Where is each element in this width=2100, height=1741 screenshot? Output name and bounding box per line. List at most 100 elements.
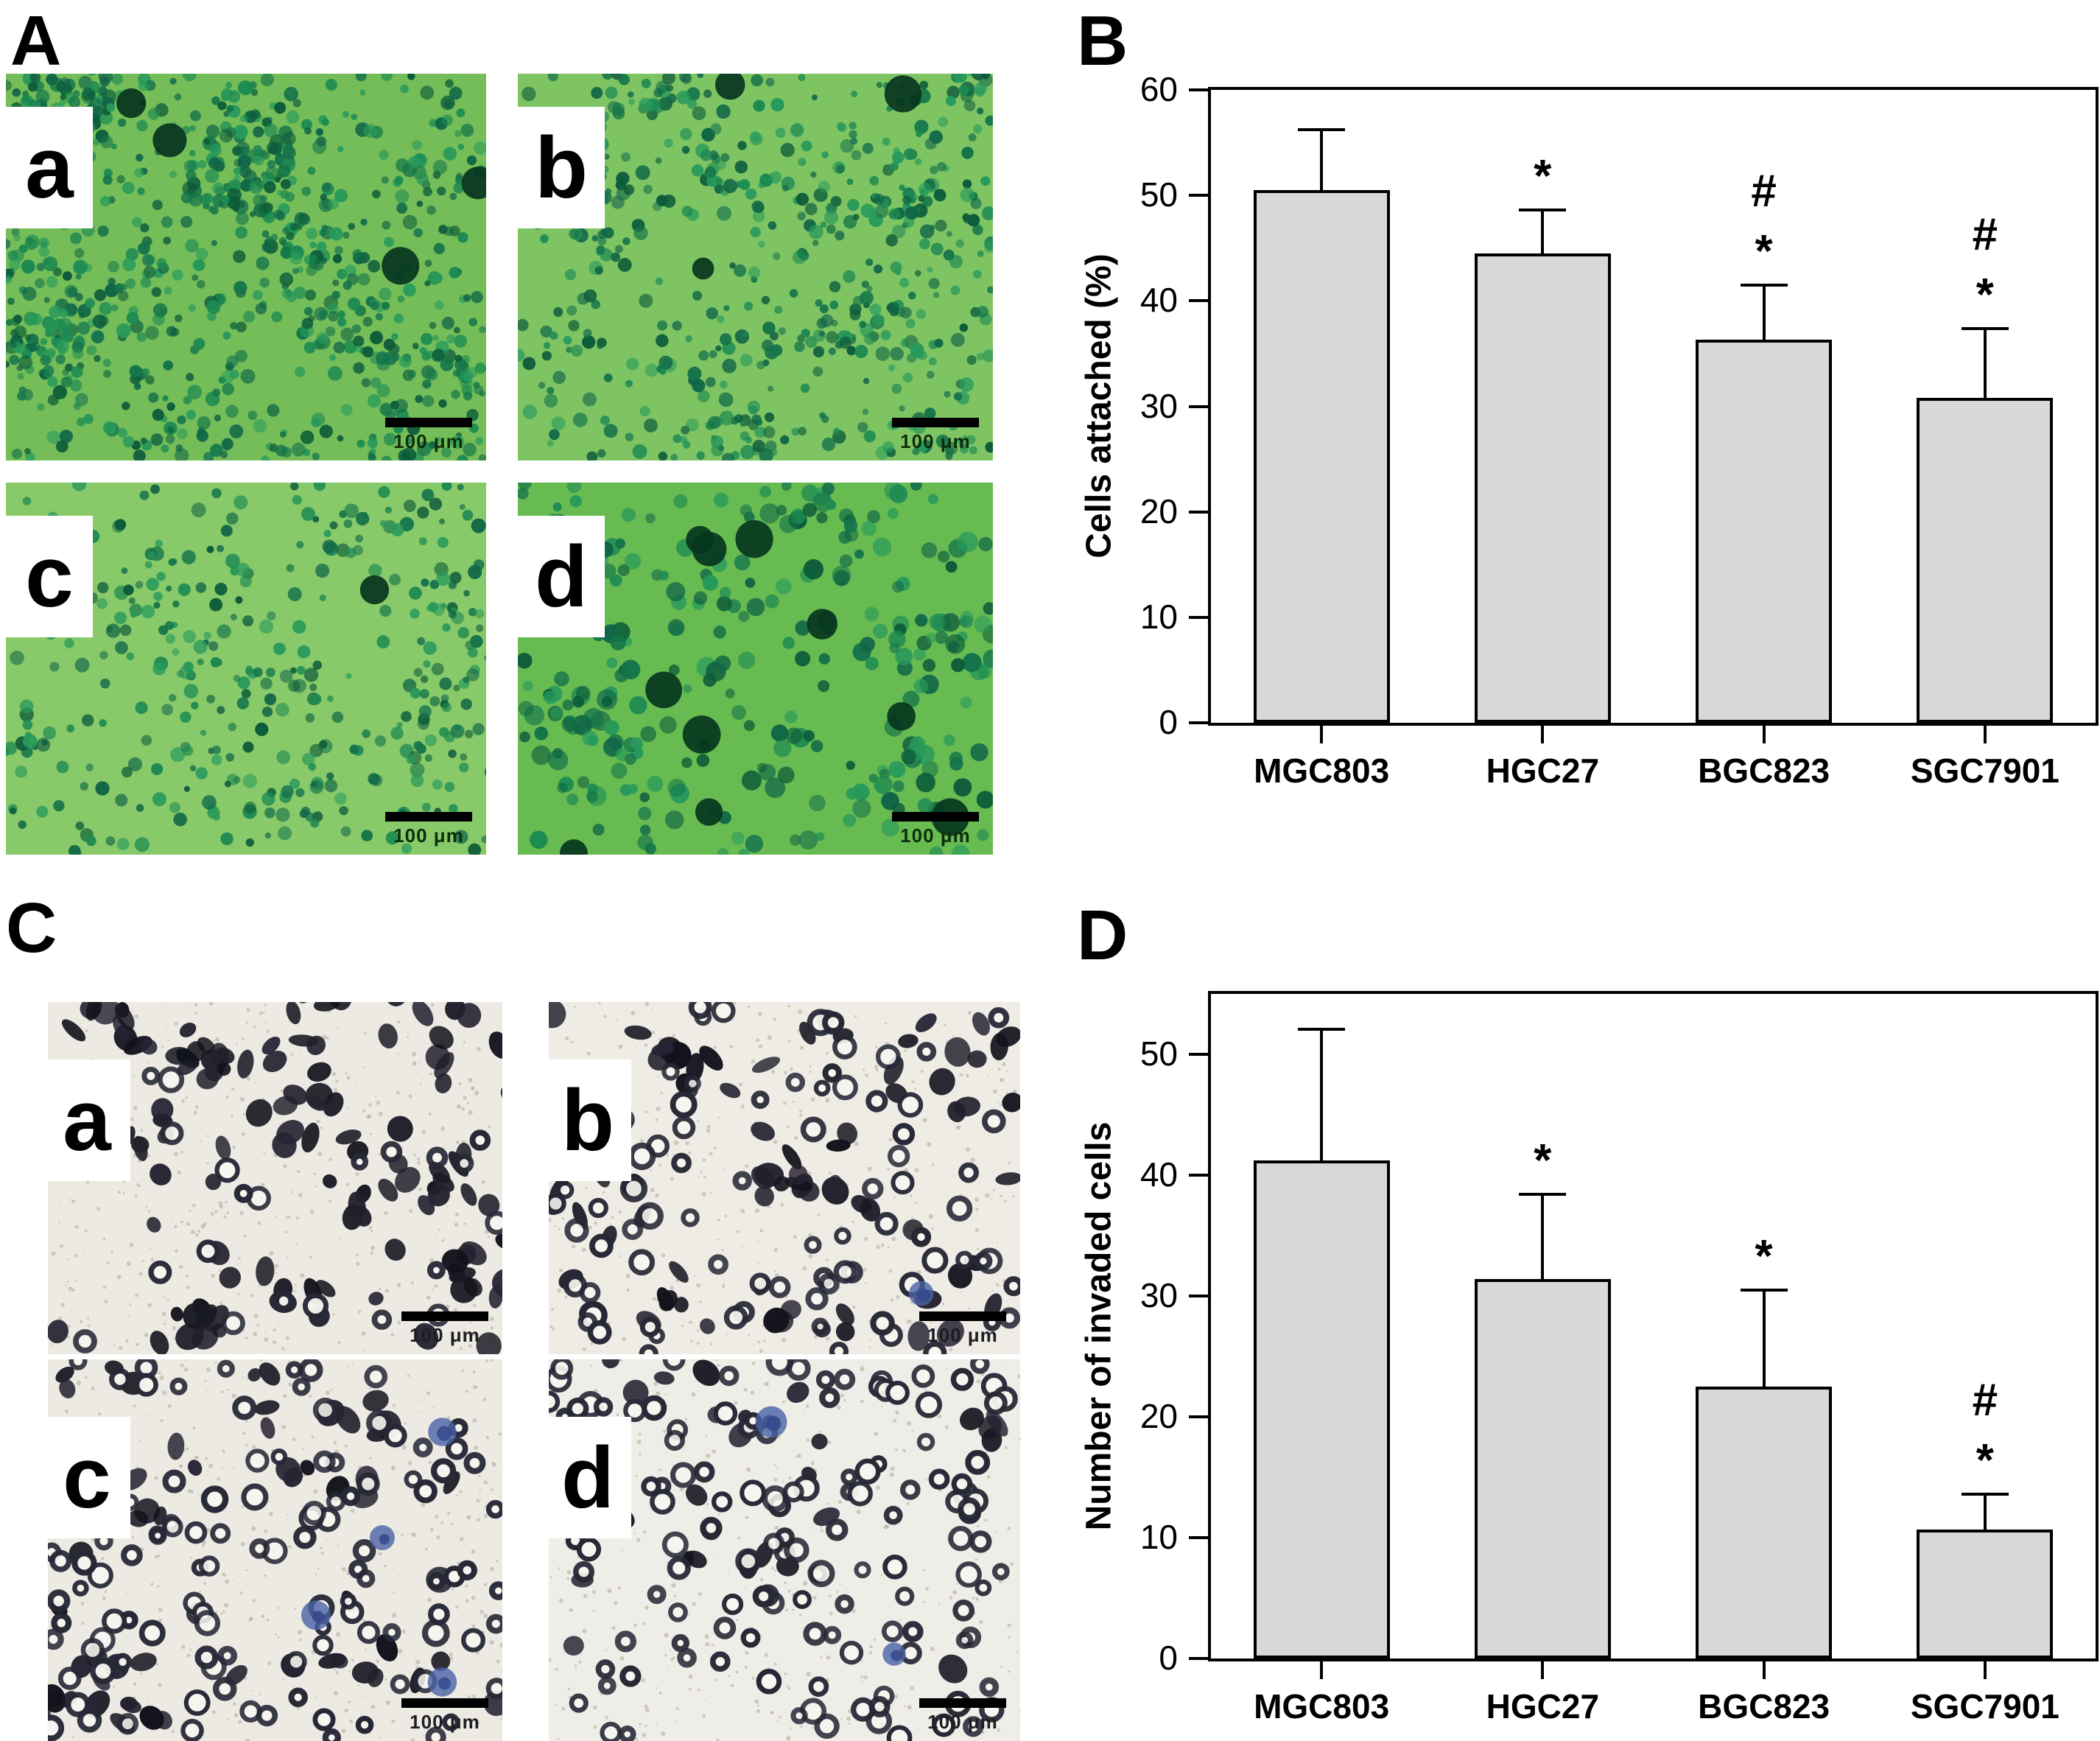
micrograph-label: c — [6, 516, 93, 637]
micrograph-A-b: b 100 μm — [518, 74, 993, 460]
y-tick-mark — [1189, 1053, 1208, 1056]
error-bar-line — [1320, 1029, 1324, 1166]
scale-bar-text: 100 μm — [900, 430, 971, 452]
y-tick-mark — [1189, 510, 1208, 514]
x-tick-mark — [1983, 1661, 1987, 1679]
micrograph-label: d — [518, 516, 605, 637]
scale-bar: 100 μm — [398, 1698, 492, 1734]
micrograph-C-a: a 100 μm — [48, 1002, 502, 1354]
x-tick-mark — [1320, 726, 1324, 743]
micrograph-label: a — [6, 107, 93, 228]
panel-letter-B: B — [1077, 1, 1128, 80]
x-tick-mark — [1762, 726, 1766, 743]
error-bar-cap — [1519, 209, 1567, 212]
error-bar-cap — [1740, 1288, 1788, 1292]
scale-bar: 100 μm — [916, 1698, 1010, 1734]
scale-bar-text: 100 μm — [410, 1324, 480, 1346]
panel-letter-D: D — [1077, 896, 1128, 975]
scale-bar-text: 100 μm — [927, 1324, 998, 1346]
x-category-label: SGC7901 — [1910, 752, 2059, 790]
error-bar-line — [1762, 1289, 1766, 1391]
y-tick-label: 0 — [1159, 703, 1178, 741]
x-category-label: SGC7901 — [1910, 1687, 2059, 1726]
error-bar-cap — [1740, 283, 1788, 287]
micrograph-A-c: c 100 μm — [6, 483, 486, 855]
bar — [1917, 398, 2054, 723]
scale-bar-line — [401, 1698, 488, 1708]
micrograph-label: c — [48, 1417, 130, 1538]
y-tick-label: 40 — [1139, 281, 1178, 320]
y-tick-label: 50 — [1139, 1034, 1178, 1073]
error-bar-line — [1983, 328, 1987, 403]
chart-D: 0 10 20 30 40 50 MGC803 * HGC27 * BGC823 * # SGC7901 — [1140, 991, 2099, 1735]
y-tick-mark — [1189, 615, 1208, 619]
scale-bar: 100 μm — [382, 418, 476, 453]
scale-bar: 100 μm — [888, 418, 983, 453]
scale-bar-line — [892, 812, 979, 822]
chart-B-plot-area: 0 10 20 30 40 50 60 MGC803 * HGC27 * # BGC823 * # SGC79… — [1140, 70, 2099, 790]
scale-bar-text: 100 μm — [900, 824, 971, 847]
asterisk-annotation: * — [1534, 151, 1552, 203]
error-bar-cap — [1298, 1027, 1346, 1031]
error-bar-cap — [1961, 326, 2009, 330]
micrograph-label: b — [518, 107, 605, 228]
micrograph-A-a: a 100 μm — [6, 74, 486, 460]
x-category-label: MGC803 — [1254, 1687, 1390, 1726]
asterisk-annotation: * — [1976, 269, 1994, 320]
y-tick-mark — [1189, 1295, 1208, 1297]
chart-B: 0 10 20 30 40 50 60 MGC803 * HGC27 * # BGC823 * # SGC79… — [1140, 70, 2099, 824]
scale-bar-text: 100 μm — [927, 1711, 998, 1733]
scale-bar-text: 100 μm — [410, 1711, 480, 1733]
x-category-label: MGC803 — [1254, 752, 1390, 790]
scale-bar-line — [385, 418, 472, 427]
y-tick-label: 30 — [1139, 386, 1178, 425]
micrograph-cells-image — [6, 74, 486, 460]
scale-bar-line — [919, 1311, 1006, 1321]
micrograph-C-b: b 100 μm — [549, 1002, 1020, 1354]
bar — [1474, 1279, 1611, 1658]
error-bar-line — [1541, 210, 1545, 258]
micrograph-label: a — [48, 1059, 130, 1181]
error-bar-cap — [1298, 128, 1346, 132]
micrograph-C-d: d 100 μm — [549, 1359, 1020, 1741]
error-bar-cap — [1519, 1193, 1567, 1197]
micrograph-label: d — [549, 1417, 631, 1538]
asterisk-annotation: * — [1976, 1435, 1994, 1486]
bar — [1253, 1160, 1390, 1658]
y-tick-mark — [1189, 194, 1208, 197]
y-tick-label: 20 — [1139, 491, 1178, 530]
x-tick-mark — [1983, 726, 1987, 743]
x-category-label: HGC27 — [1486, 1687, 1600, 1726]
panel-letter-C: C — [6, 889, 57, 967]
error-bar-cap — [1961, 1492, 2009, 1496]
scale-bar: 100 μm — [382, 812, 476, 847]
scale-bar-text: 100 μm — [393, 430, 464, 452]
y-tick-label: 10 — [1139, 1518, 1178, 1556]
x-tick-mark — [1320, 1661, 1324, 1679]
bar — [1696, 1387, 1833, 1658]
x-category-label: BGC823 — [1698, 752, 1830, 790]
bar — [1696, 340, 1833, 723]
y-tick-mark — [1189, 721, 1208, 724]
hash-annotation: # — [1972, 1374, 1998, 1426]
y-tick-label: 50 — [1139, 175, 1178, 214]
y-tick-label: 10 — [1139, 597, 1178, 636]
x-tick-mark — [1541, 726, 1545, 743]
y-tick-mark — [1189, 88, 1208, 91]
scale-bar-line — [892, 418, 979, 427]
y-tick-label: 30 — [1139, 1276, 1178, 1314]
scale-bar: 100 μm — [888, 812, 983, 847]
error-bar-line — [1541, 1194, 1545, 1284]
error-bar-line — [1983, 1493, 1987, 1534]
x-category-label: HGC27 — [1486, 752, 1600, 790]
y-tick-label: 40 — [1139, 1155, 1178, 1194]
y-tick-label: 20 — [1139, 1397, 1178, 1435]
hash-annotation: # — [1972, 209, 1998, 260]
scale-bar-line — [385, 812, 472, 822]
panel-letter-A: A — [10, 1, 62, 80]
y-tick-mark — [1189, 1415, 1208, 1418]
y-tick-label: 60 — [1139, 70, 1178, 108]
error-bar-line — [1762, 284, 1766, 345]
micrograph-C-c: c 100 μm — [48, 1359, 502, 1741]
